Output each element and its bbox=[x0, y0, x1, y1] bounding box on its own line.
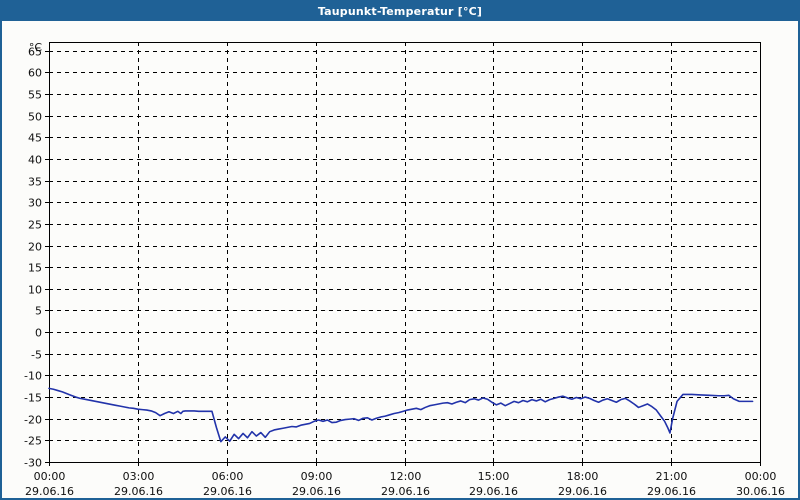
y-axis-tick-labels: 65605550454035302520151050-5-10-15-20-25… bbox=[24, 46, 42, 470]
y-axis-unit-label: °C bbox=[29, 41, 43, 54]
x-axis-time-label: 03:00 bbox=[123, 470, 155, 483]
y-axis-tick-label: -15 bbox=[24, 392, 42, 405]
y-axis-tick-label: 15 bbox=[28, 262, 42, 275]
y-axis-tick-label: 55 bbox=[28, 89, 42, 102]
y-axis-tick-label: 0 bbox=[35, 327, 42, 340]
y-axis-tick-label: -5 bbox=[31, 349, 42, 362]
series-line bbox=[48, 387, 754, 443]
y-axis-tick-label: 20 bbox=[28, 241, 42, 254]
window-title: Taupunkt-Temperatur [°C] bbox=[2, 2, 798, 21]
x-axis-date-label: 29.06.16 bbox=[381, 485, 430, 498]
x-axis-date-label: 29.06.16 bbox=[469, 485, 518, 498]
y-axis-tick-label: 65 bbox=[28, 46, 42, 59]
x-axis-date-label: 30.06.16 bbox=[736, 485, 785, 498]
y-axis-tick-label: 40 bbox=[28, 154, 42, 167]
x-axis-date-label: 29.06.16 bbox=[292, 485, 341, 498]
y-axis-tick-label: 25 bbox=[28, 219, 42, 232]
x-axis-time-label: 00:00 bbox=[34, 470, 66, 483]
x-axis-time-label: 00:00 bbox=[745, 470, 777, 483]
x-axis-date-label: 29.06.16 bbox=[647, 485, 696, 498]
x-axis-time-label: 09:00 bbox=[301, 470, 333, 483]
y-axis-tick-label: -30 bbox=[24, 457, 42, 470]
x-axis-date-label: 29.06.16 bbox=[114, 485, 163, 498]
x-axis-ticks bbox=[49, 462, 761, 466]
y-axis-tick-label: -20 bbox=[24, 414, 42, 427]
y-axis-tick-label: 10 bbox=[28, 284, 42, 297]
y-axis-tick-label: -10 bbox=[24, 370, 42, 383]
y-axis-tick-label: 30 bbox=[28, 197, 42, 210]
chart-plot-container: 65 60 55 50 45 40 35 30 25 20 15 10 5 0 -5 -10 -15 -20 -25… bbox=[2, 21, 798, 498]
x-axis-time-label: 12:00 bbox=[390, 470, 422, 483]
y-axis-ticks bbox=[45, 51, 49, 463]
x-axis-time-label: 06:00 bbox=[212, 470, 244, 483]
x-axis-tick-labels: 00:00 29.06.16 03:00 29.06.16 06:00 29.06.16 0… bbox=[25, 470, 785, 498]
y-axis-tick-label: 5 bbox=[35, 305, 42, 318]
x-axis-time-label: 18:00 bbox=[567, 470, 599, 483]
x-axis-time-label: 21:00 bbox=[656, 470, 688, 483]
x-axis-date-label: 29.06.16 bbox=[558, 485, 607, 498]
dewpoint-temperature-line-chart: 65605550454035302520151050-5-10-15-20-25… bbox=[24, 41, 785, 498]
data-series-group bbox=[48, 387, 754, 443]
y-axis-tick-label: 60 bbox=[28, 67, 42, 80]
y-axis-tick-label: -25 bbox=[24, 435, 42, 448]
y-axis-tick-label: 45 bbox=[28, 132, 42, 145]
x-axis-date-label: 29.06.16 bbox=[25, 485, 74, 498]
x-axis-time-label: 15:00 bbox=[478, 470, 510, 483]
x-axis-date-label: 29.06.16 bbox=[203, 485, 252, 498]
horizontal-gridlines bbox=[49, 51, 760, 441]
y-axis-tick-label: 35 bbox=[28, 176, 42, 189]
y-axis-tick-label: 50 bbox=[28, 111, 42, 124]
vertical-gridlines bbox=[138, 42, 672, 462]
